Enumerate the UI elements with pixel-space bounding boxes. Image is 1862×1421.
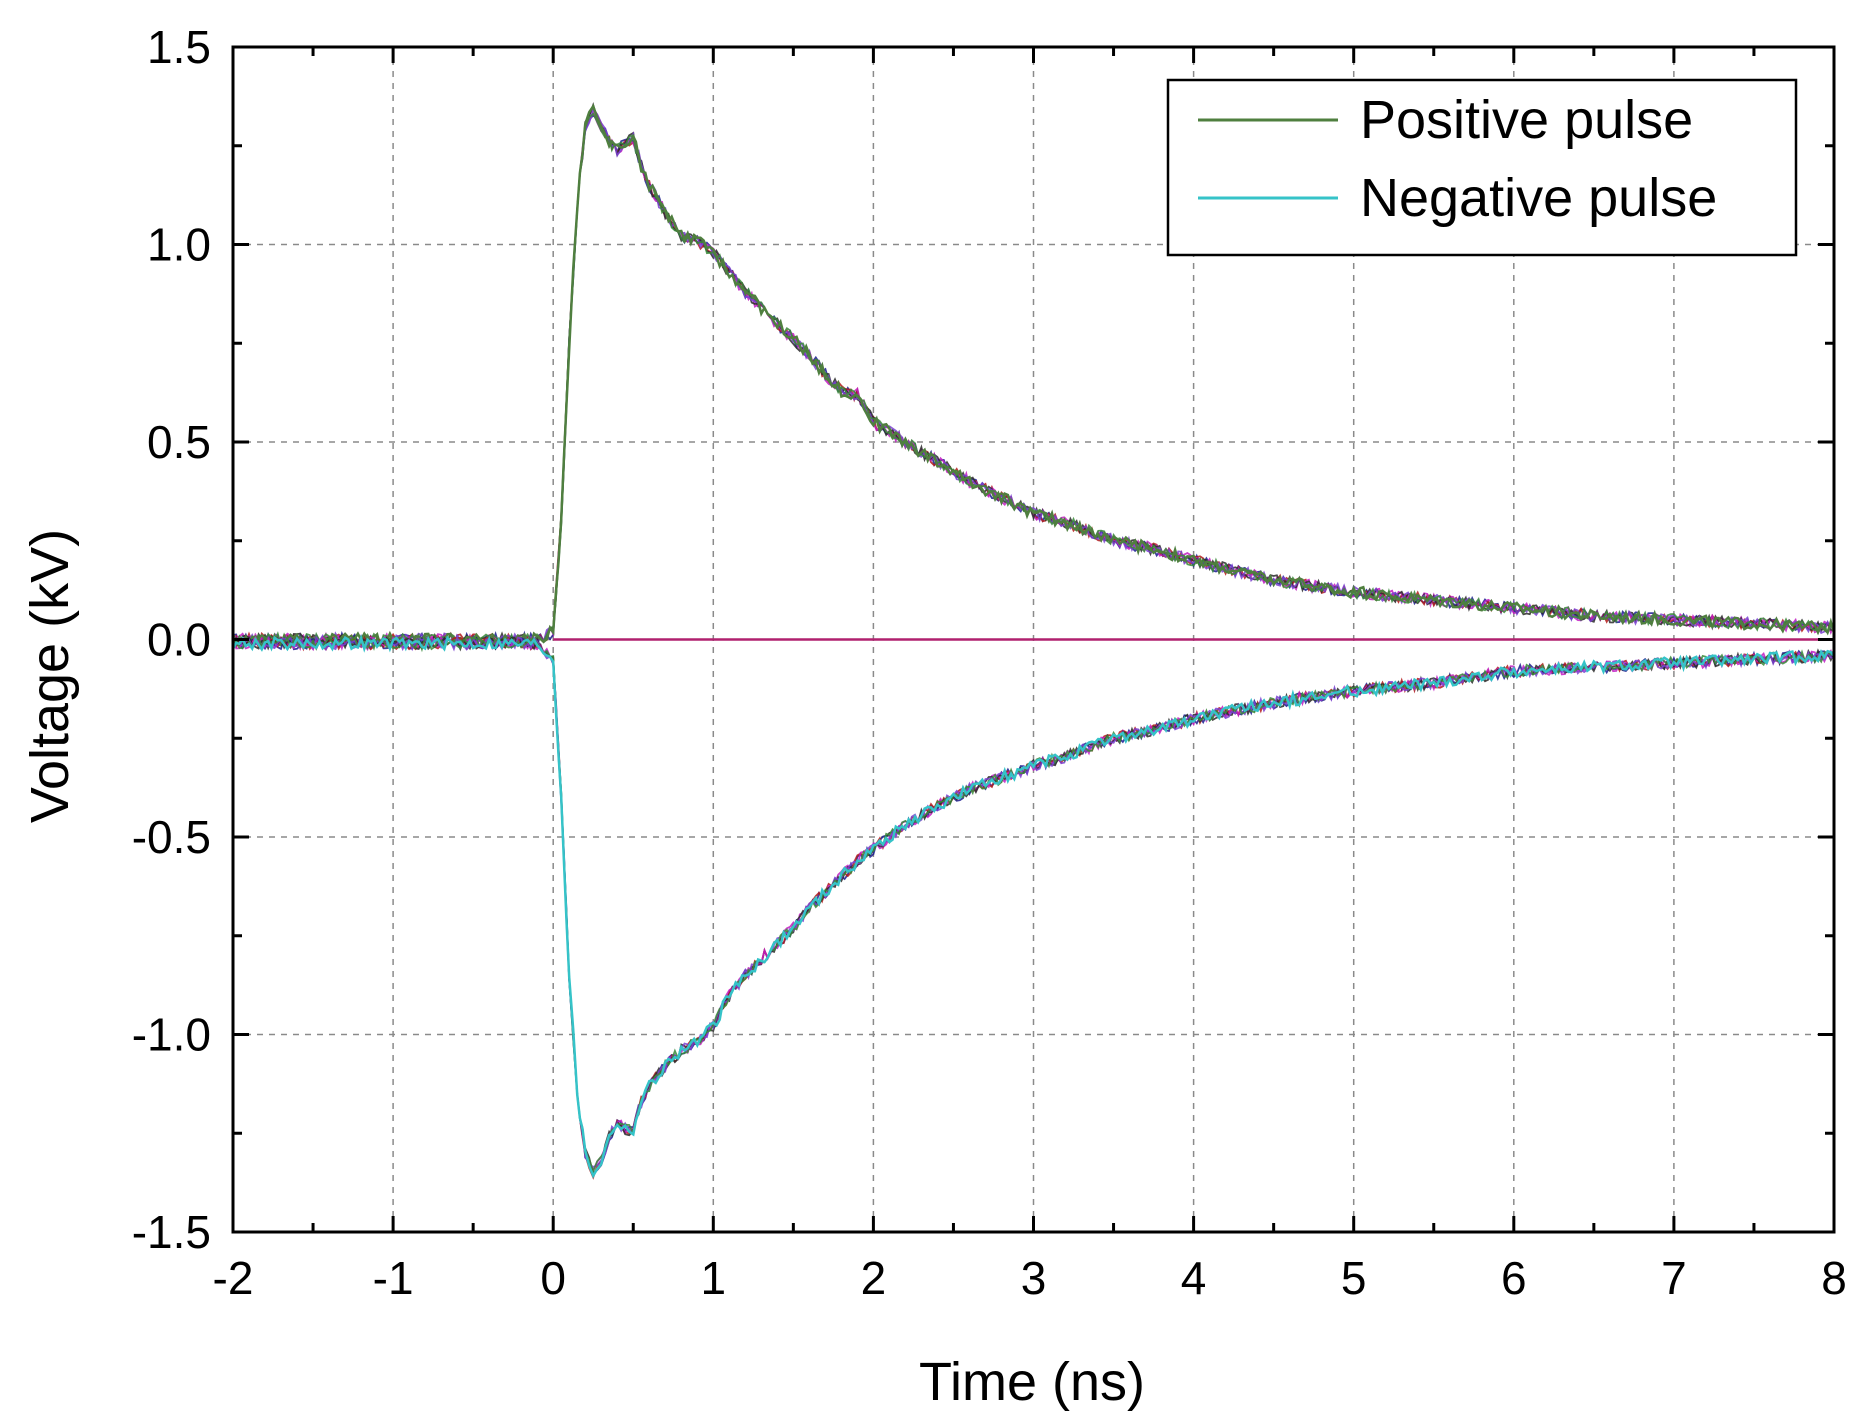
- x-tick-label: 5: [1341, 1252, 1367, 1304]
- x-tick-label: -1: [373, 1252, 414, 1304]
- x-tick-label: 3: [1021, 1252, 1047, 1304]
- series-line-positive-pulse: [232, 107, 1835, 648]
- y-tick-label: -0.5: [132, 811, 211, 863]
- legend-box: [1166, 78, 1798, 257]
- legend-label: Positive pulse: [1360, 90, 1693, 150]
- x-tick-label: 6: [1501, 1252, 1527, 1304]
- x-tick-label: 4: [1181, 1252, 1207, 1304]
- y-axis-title: Voltage (kV): [20, 529, 80, 823]
- x-tick-label: 2: [861, 1252, 887, 1304]
- series-layer: [231, 102, 1836, 1180]
- y-tick-label: -1.0: [132, 1009, 211, 1061]
- x-axis-title: Time (ns): [919, 1352, 1145, 1412]
- x-tick-label: 8: [1821, 1252, 1847, 1304]
- x-tick-label: 1: [701, 1252, 727, 1304]
- y-tick-label: 1.5: [147, 21, 211, 73]
- x-tick-label: 7: [1661, 1252, 1687, 1304]
- legend-label: Negative pulse: [1360, 168, 1717, 228]
- y-tick-label: 1.0: [147, 219, 211, 271]
- series-line-negative-pulse: [231, 634, 1835, 1179]
- legend: Positive pulse Negative pulse: [1166, 78, 1798, 257]
- y-tick-label: 0.0: [147, 614, 211, 666]
- y-tick-label: -1.5: [132, 1206, 211, 1258]
- y-tick-label: 0.5: [147, 416, 211, 468]
- axes-layer: -2 -1 0 1 2 3 4 5 6 7 8 -1.5 -1.0 -0.5 0.0 0.5 1.0 1.5: [132, 21, 1847, 1304]
- x-tick-label: -2: [213, 1252, 254, 1304]
- x-tick-label: 0: [540, 1252, 566, 1304]
